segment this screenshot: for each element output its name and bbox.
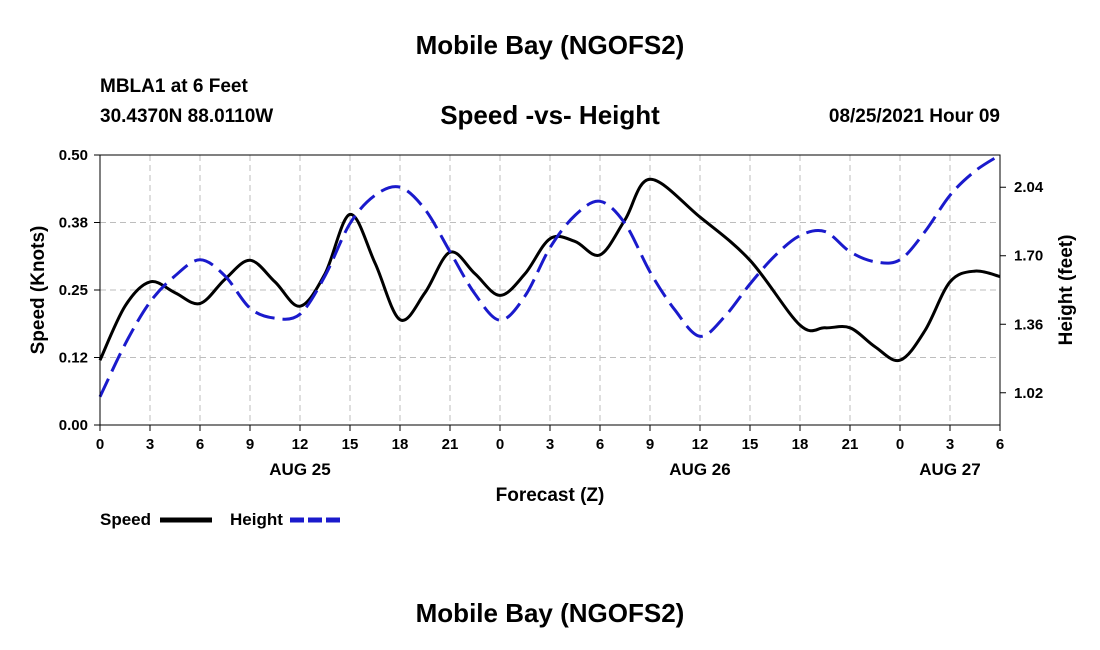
x-tick-label: 15 bbox=[342, 436, 359, 453]
y-axis-right-label: Height (feet) bbox=[1056, 235, 1077, 346]
bottom-title: Mobile Bay (NGOFS2) bbox=[415, 598, 685, 628]
y-right-tick-label: 1.02 bbox=[1014, 385, 1043, 402]
station-label: MBLA1 at 6 Feet bbox=[100, 76, 248, 97]
x-tick-label: 3 bbox=[546, 436, 554, 453]
x-tick-label: 15 bbox=[742, 436, 759, 453]
y-left-tick-label: 0.12 bbox=[59, 350, 88, 367]
date-label: AUG 25 bbox=[269, 460, 330, 479]
x-tick-label: 9 bbox=[246, 436, 254, 453]
datetime-label: 08/25/2021 Hour 09 bbox=[828, 106, 1000, 127]
x-tick-label: 0 bbox=[896, 436, 904, 453]
x-tick-label: 21 bbox=[842, 436, 859, 453]
x-tick-label: 6 bbox=[596, 436, 604, 453]
y-left-tick-label: 0.50 bbox=[59, 147, 88, 164]
axis-labels: 0 3 6 9 12 15 18 21 0 3 6 9 12 15 18 21 0 3 6 0.00 0.12 0.25 0… bbox=[59, 147, 1044, 479]
legend-label-height: Height bbox=[230, 510, 283, 529]
y-axis-left-label: Speed (Knots) bbox=[28, 226, 49, 355]
x-tick-label: 18 bbox=[392, 436, 409, 453]
x-tick-label: 6 bbox=[996, 436, 1004, 453]
series-lines bbox=[98, 153, 1001, 398]
y-left-tick-label: 0.00 bbox=[59, 417, 88, 434]
x-tick-label: 3 bbox=[946, 436, 954, 453]
y-right-tick-label: 2.04 bbox=[1014, 179, 1044, 196]
x-tick-label: 21 bbox=[442, 436, 459, 453]
y-left-tick-label: 0.25 bbox=[59, 282, 88, 299]
series-line-speed bbox=[98, 177, 1001, 363]
date-label: AUG 26 bbox=[669, 460, 730, 479]
legend-label-speed: Speed bbox=[100, 510, 151, 529]
x-tick-label: 18 bbox=[792, 436, 809, 453]
coordinates-label: 30.4370N 88.0110W bbox=[100, 106, 274, 127]
x-tick-label: 0 bbox=[96, 436, 104, 453]
chart-title: Speed -vs- Height bbox=[440, 100, 660, 130]
date-label: AUG 27 bbox=[919, 460, 980, 479]
legend: Speed Height bbox=[100, 510, 342, 529]
x-tick-label: 3 bbox=[146, 436, 154, 453]
top-title: Mobile Bay (NGOFS2) bbox=[415, 30, 685, 60]
grid bbox=[99, 154, 1001, 426]
axis-ticks bbox=[94, 154, 1006, 431]
x-tick-label: 9 bbox=[646, 436, 654, 453]
x-tick-label: 0 bbox=[496, 436, 504, 453]
y-right-tick-label: 1.36 bbox=[1014, 316, 1043, 333]
y-right-tick-label: 1.70 bbox=[1014, 248, 1043, 265]
x-tick-label: 12 bbox=[692, 436, 709, 453]
y-left-tick-label: 0.38 bbox=[59, 215, 88, 232]
x-axis-label: Forecast (Z) bbox=[496, 485, 605, 506]
x-tick-label: 12 bbox=[292, 436, 309, 453]
x-tick-label: 6 bbox=[196, 436, 204, 453]
